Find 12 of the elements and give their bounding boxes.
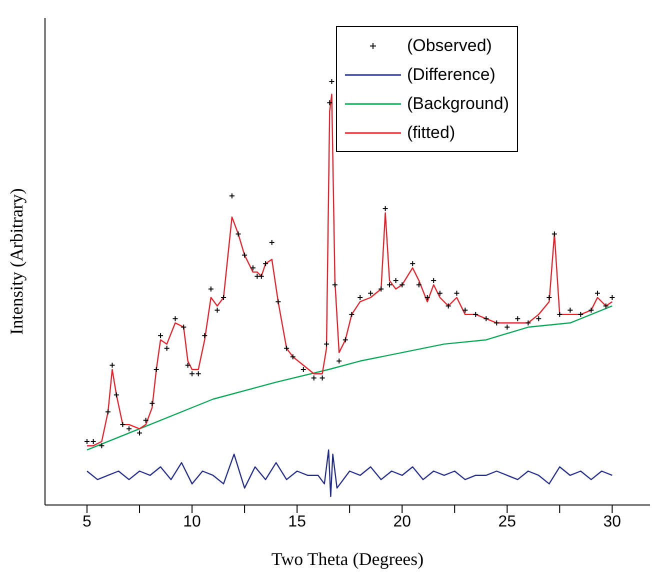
y-axis-title: Intensity (Arbitrary) (6, 188, 26, 335)
x-axis-title: Two Theta (Degrees) (271, 549, 424, 569)
x-tick-label: 25 (498, 513, 516, 530)
x-tick-label: 15 (288, 513, 306, 530)
x-tick-label: 20 (393, 513, 412, 530)
legend-label: (Background) (406, 94, 509, 114)
legend-label: (fitted) (406, 122, 456, 142)
x-tick-label: 5 (82, 513, 92, 530)
x-tick-label: 10 (183, 513, 202, 530)
legend-label: (Observed) (406, 36, 492, 56)
x-tick-label: 30 (603, 513, 622, 530)
legend-label: (Difference) (406, 64, 496, 84)
